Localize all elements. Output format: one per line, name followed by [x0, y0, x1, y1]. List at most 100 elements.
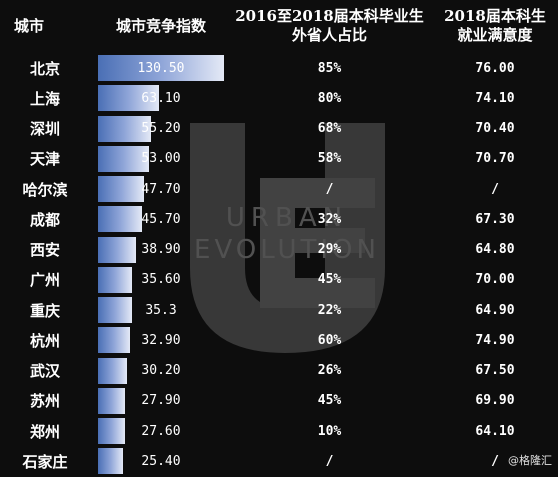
index-bar [98, 236, 136, 263]
city-label: 杭州 [29, 331, 60, 350]
outside-ratio-value: 80% [317, 90, 342, 106]
city-label: 西安 [29, 241, 60, 260]
index-value-label: 27.60 [141, 423, 181, 439]
city-label: 北京 [29, 59, 60, 78]
city-label: 郑州 [29, 422, 60, 441]
table-row: 西安 38.90 29% 64.80 [0, 235, 558, 265]
index-bar [98, 55, 224, 81]
table-row: 郑州 27.60 10% 64.10 [0, 416, 558, 446]
index-bar-track [98, 387, 224, 414]
index-value-label: 35.3 [145, 302, 177, 318]
table-row: 武汉 30.20 26% 67.50 [0, 356, 558, 386]
index-bar [98, 145, 150, 172]
city-label: 成都 [29, 210, 60, 229]
index-bar [98, 418, 125, 444]
header-satisfaction-line2: 就业满意度 [457, 26, 533, 44]
outside-ratio-value: 68% [317, 121, 342, 137]
header-outside-ratio-line1: 2016至2018届本科毕业生 [235, 7, 424, 25]
source-credit: @格隆汇 [508, 454, 552, 467]
satisfaction-value: 74.90 [475, 332, 515, 348]
index-bar-track [98, 55, 224, 81]
outside-ratio-value: / [325, 181, 334, 197]
index-bar-track [98, 297, 224, 323]
index-bar-track [98, 176, 224, 202]
satisfaction-value: 64.80 [475, 242, 515, 258]
index-bar [98, 327, 130, 354]
index-bar-track [98, 145, 224, 172]
index-bar [98, 85, 159, 112]
table-row: 重庆 35.3 22% 64.90 [0, 295, 558, 325]
outside-ratio-value: 29% [317, 242, 342, 258]
satisfaction-value: 70.00 [475, 272, 515, 288]
header-outside-ratio-line2: 外省人占比 [291, 26, 367, 44]
outside-ratio-value: 32% [317, 211, 342, 227]
outside-ratio-value: 45% [317, 272, 342, 288]
table-row: 杭州 32.90 60% 74.90 [0, 325, 558, 355]
watermark-line1: URBAN [226, 203, 348, 233]
index-bar [98, 297, 133, 323]
table-row: 广州 35.60 45% 70.00 [0, 265, 558, 295]
table-body: 北京 130.50 85% 76.00 上海 63.10 80% 74.10 深圳 55.20 68… [0, 53, 558, 477]
index-bar [98, 206, 143, 233]
satisfaction-value: 69.90 [475, 393, 515, 409]
index-bar [98, 115, 152, 142]
satisfaction-value: 67.50 [475, 363, 515, 379]
urban-evolution-logo: URBAN EVOLUTION [190, 123, 385, 353]
city-label: 武汉 [29, 362, 60, 381]
outside-ratio-value: 26% [317, 363, 342, 379]
index-bar-track [98, 85, 224, 112]
outside-ratio-value: / [325, 453, 334, 469]
header-satisfaction: 2018届本科生 就业满意度 [432, 0, 558, 52]
city-label: 深圳 [29, 120, 60, 139]
index-bar [98, 266, 133, 293]
satisfaction-value: 64.10 [475, 423, 515, 439]
index-value-label: 30.20 [141, 363, 181, 379]
city-label: 石家庄 [22, 452, 68, 471]
city-label: 重庆 [29, 301, 60, 320]
index-bar [98, 176, 145, 202]
index-bar-track [98, 448, 224, 475]
index-bar-track [98, 327, 224, 354]
index-bar-track [98, 236, 224, 263]
table-row: 上海 63.10 80% 74.10 [0, 83, 558, 113]
index-bar-track [98, 115, 224, 142]
index-bar [98, 387, 125, 414]
index-bar-track [98, 206, 224, 233]
outside-ratio-value: 10% [317, 423, 342, 439]
satisfaction-value: 76.00 [475, 60, 515, 76]
satisfaction-value: 64.90 [475, 302, 515, 318]
header-city: 城市 [14, 16, 45, 35]
index-bar [98, 448, 123, 475]
index-value-label: 45.70 [141, 211, 181, 227]
outside-ratio-value: 45% [317, 393, 342, 409]
table-row: 苏州 27.90 45% 69.90 [0, 386, 558, 416]
table-row: 哈尔滨 47.70 / / [0, 174, 558, 204]
table-row: 深圳 55.20 68% 70.40 [0, 114, 558, 144]
index-bar-track [98, 418, 224, 444]
index-value-label: 130.50 [137, 60, 185, 76]
satisfaction-value: 74.10 [475, 90, 515, 106]
outside-ratio-value: 85% [317, 60, 342, 76]
city-label: 哈尔滨 [22, 180, 68, 199]
outside-ratio-value: 22% [317, 302, 342, 318]
table-row: 北京 130.50 85% 76.00 [0, 53, 558, 83]
outside-ratio-value: 58% [317, 151, 342, 167]
city-label: 广州 [29, 271, 60, 290]
table-row: 石家庄 25.40 / / [0, 446, 558, 476]
index-value-label: 35.60 [141, 272, 181, 288]
satisfaction-value: 70.40 [475, 121, 515, 137]
index-value-label: 47.70 [141, 181, 181, 197]
index-value-label: 27.90 [141, 393, 181, 409]
city-label: 苏州 [29, 392, 60, 411]
header-outside-ratio: 2016至2018届本科毕业生 外省人占比 [232, 0, 427, 52]
header-index: 城市竞争指数 [115, 16, 206, 35]
satisfaction-value: / [491, 181, 499, 197]
index-bar [98, 357, 128, 384]
index-value-label: 38.90 [141, 242, 181, 258]
satisfaction-value: 67.30 [475, 211, 515, 227]
satisfaction-value: / [491, 453, 499, 469]
index-value-label: 55.20 [141, 121, 181, 137]
index-bar-track [98, 357, 224, 384]
index-value-label: 25.40 [141, 453, 181, 469]
